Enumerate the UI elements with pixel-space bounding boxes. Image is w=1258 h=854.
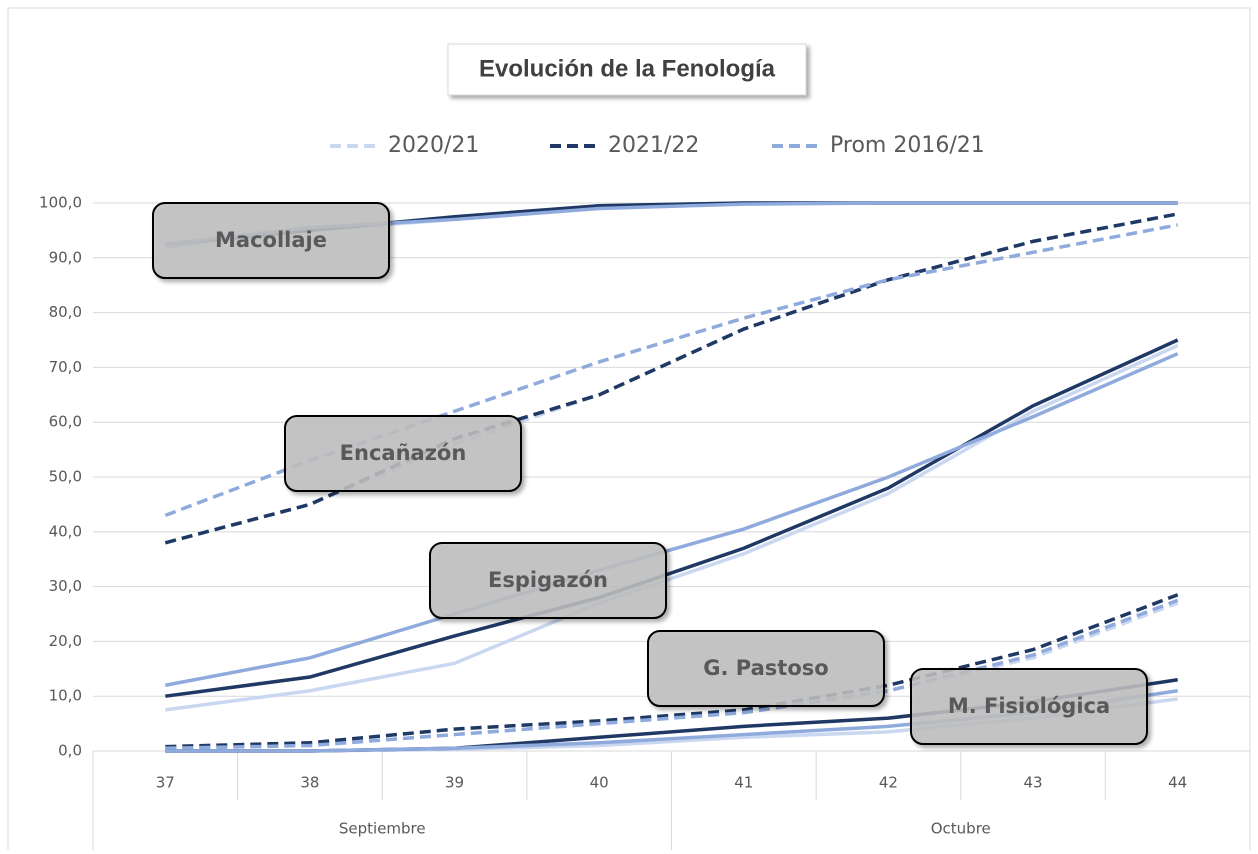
y-tick-label: 10,0 xyxy=(49,687,82,705)
x-tick-label: 38 xyxy=(300,774,319,792)
series-line xyxy=(164,352,1179,687)
y-tick-label: 50,0 xyxy=(49,468,82,486)
y-tick-label: 20,0 xyxy=(49,632,82,650)
plot-area: 0,0 10,0 20,0 30,0 40,0 50,0 60,0 70,0 80,0 90,0 1… xyxy=(39,194,1251,850)
legend-label: Prom 2016/21 xyxy=(830,133,985,158)
group-label: Septiembre xyxy=(339,820,426,838)
y-tick-label: 70,0 xyxy=(49,358,82,376)
chart-title: Evolución de la Fenología xyxy=(479,55,776,82)
y-tick-label: 40,0 xyxy=(49,522,82,540)
series-line xyxy=(164,212,1179,545)
stage-label: Macollaje xyxy=(215,228,327,252)
series-line xyxy=(165,598,1179,751)
stage-label: M. Fisiológica xyxy=(948,694,1110,718)
series-line xyxy=(165,593,1179,749)
x-tick-label: 37 xyxy=(156,774,175,792)
y-tick-label: 30,0 xyxy=(49,577,82,595)
legend-label: 2020/21 xyxy=(388,133,479,158)
stage-label: Espigazón xyxy=(488,568,608,592)
stage-box xyxy=(429,542,667,619)
x-tick-label: 44 xyxy=(1168,774,1187,792)
stage-box xyxy=(647,630,885,707)
stage-box xyxy=(152,202,390,279)
x-tick-label: 40 xyxy=(590,774,609,792)
y-tick-label: 60,0 xyxy=(49,413,82,431)
legend-label: 2021/22 xyxy=(608,133,699,158)
stage-label: Encañazón xyxy=(340,441,467,465)
stage-box xyxy=(910,668,1148,745)
y-tick-label: 90,0 xyxy=(49,248,82,266)
y-tick-label: 80,0 xyxy=(49,303,82,321)
y-tick-label: 0,0 xyxy=(58,742,82,760)
x-tick-label: 41 xyxy=(734,774,753,792)
x-tick-label: 43 xyxy=(1024,774,1043,792)
group-label: Octubre xyxy=(931,820,991,838)
stage-box xyxy=(284,415,522,492)
stage-label: G. Pastoso xyxy=(703,656,828,680)
y-tick-label: 100,0 xyxy=(39,194,82,212)
x-tick-label: 39 xyxy=(445,774,464,792)
title-box xyxy=(447,43,807,96)
x-tick-label: 42 xyxy=(879,774,898,792)
series-line xyxy=(165,338,1179,698)
